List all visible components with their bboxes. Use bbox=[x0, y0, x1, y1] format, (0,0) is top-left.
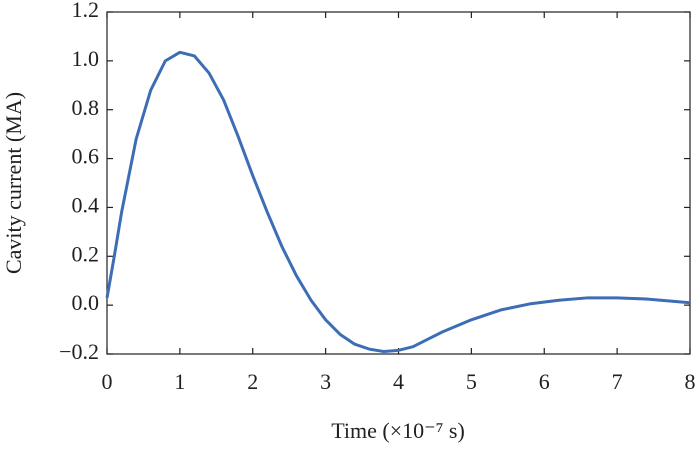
y-tick-label: 0.6 bbox=[72, 144, 100, 169]
x-tick-label: 1 bbox=[174, 369, 185, 394]
x-tick-label: 7 bbox=[612, 369, 623, 394]
y-axis-label: Cavity current (MA) bbox=[1, 92, 26, 274]
x-tick-label: 5 bbox=[466, 369, 477, 394]
y-tick-label: 0.4 bbox=[72, 192, 100, 217]
y-tick-label: 1.0 bbox=[72, 46, 100, 71]
x-axis-label: Time (×10⁻⁷ s) bbox=[331, 418, 465, 443]
x-tick-label: 0 bbox=[102, 369, 113, 394]
x-tick-label: 8 bbox=[685, 369, 696, 394]
y-tick-label: 0.8 bbox=[72, 95, 100, 120]
y-tick-label: 0.0 bbox=[72, 290, 100, 315]
x-tick-label: 6 bbox=[539, 369, 550, 394]
y-tick-label: 1.2 bbox=[72, 0, 100, 22]
plot-frame bbox=[106, 11, 691, 355]
x-tick-label: 2 bbox=[247, 369, 258, 394]
y-tick-label: 0.2 bbox=[72, 241, 100, 266]
x-tick-label: 4 bbox=[393, 369, 404, 394]
x-tick-label: 3 bbox=[320, 369, 331, 394]
data-line bbox=[105, 50, 691, 354]
y-tick-label: −0.2 bbox=[59, 339, 99, 364]
